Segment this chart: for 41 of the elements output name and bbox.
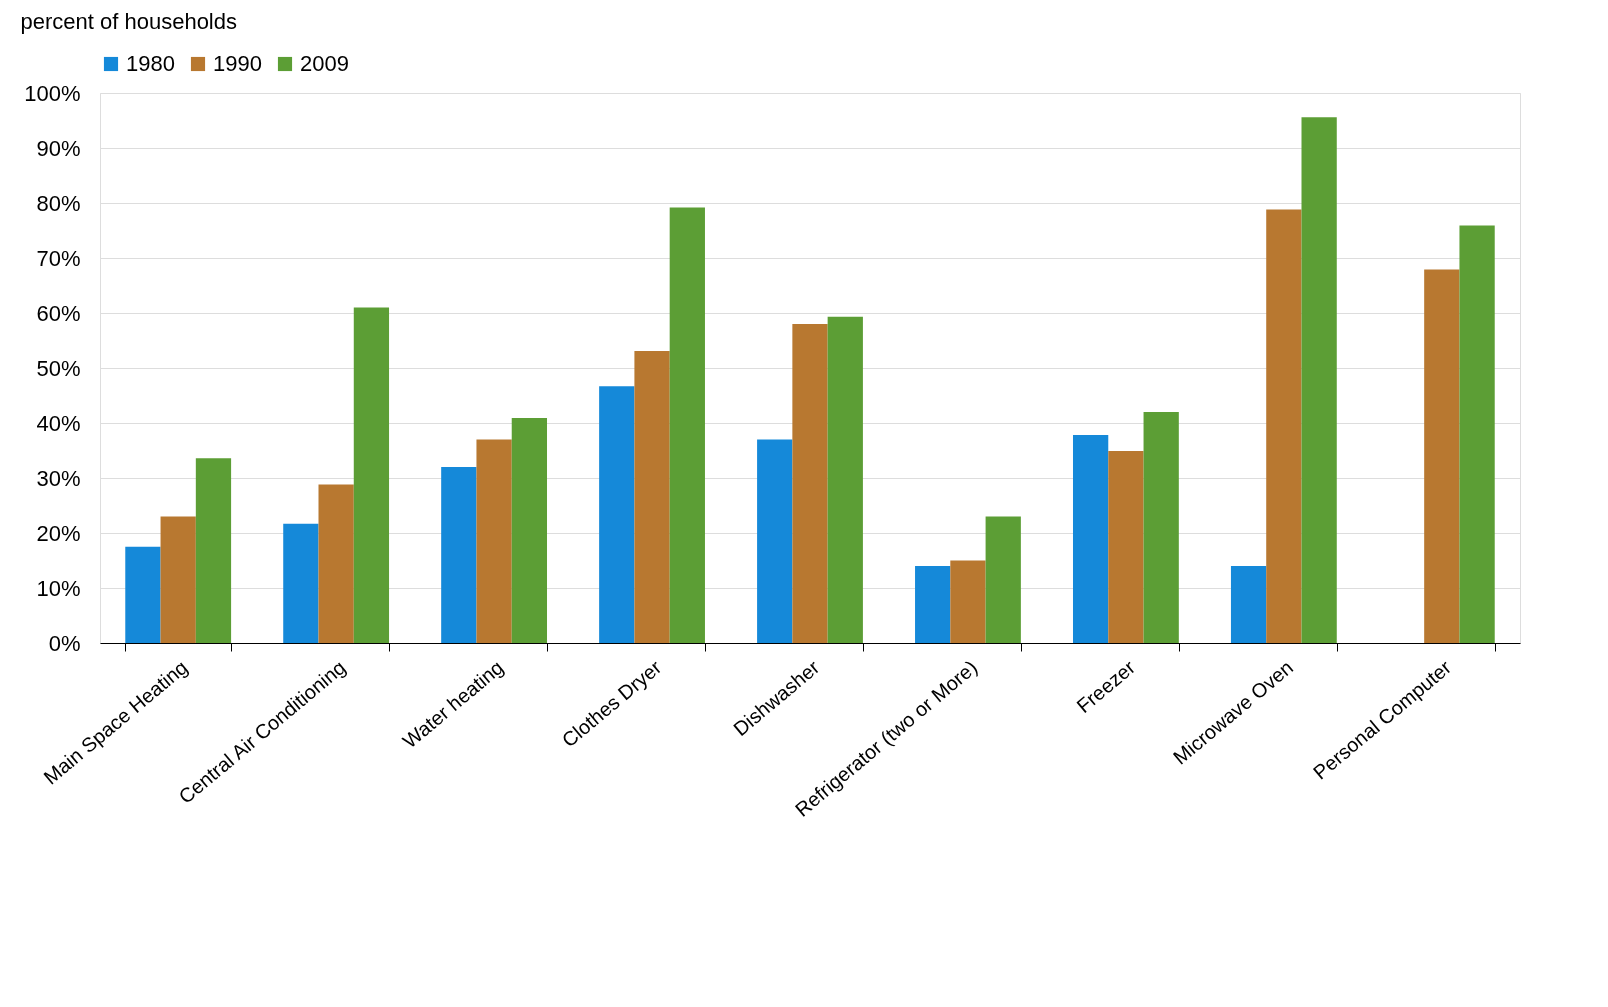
legend-label: 2009 xyxy=(300,51,349,76)
y-tick-label: 0% xyxy=(48,630,81,656)
bar xyxy=(827,316,863,643)
bar xyxy=(195,458,232,643)
bar xyxy=(511,418,548,643)
y-tick-label: 100% xyxy=(24,80,81,106)
legend-label: 1990 xyxy=(213,51,262,76)
bar xyxy=(441,467,477,643)
bar xyxy=(1266,209,1302,643)
bar xyxy=(318,484,354,643)
bar xyxy=(757,439,793,643)
bar xyxy=(160,516,196,643)
bar xyxy=(1301,117,1337,643)
bar xyxy=(792,324,828,643)
bar xyxy=(634,350,670,643)
y-tick-label: 70% xyxy=(36,245,81,271)
y-tick-label: 90% xyxy=(36,135,81,161)
bar xyxy=(1230,566,1267,643)
bar xyxy=(353,307,390,643)
y-tick-label: 40% xyxy=(36,410,81,436)
bar xyxy=(985,516,1021,643)
y-tick-label: 60% xyxy=(36,300,81,326)
bar xyxy=(125,546,161,643)
bar xyxy=(915,566,951,643)
bar xyxy=(283,523,319,643)
bar xyxy=(950,560,986,643)
y-axis-title: percent of households xyxy=(20,8,237,34)
bar xyxy=(1143,412,1179,643)
legend-label: 1980 xyxy=(126,51,175,76)
y-tick-label: 80% xyxy=(36,190,81,216)
bar xyxy=(1459,225,1495,643)
bar xyxy=(1072,435,1109,643)
y-tick-label: 50% xyxy=(36,355,81,381)
y-tick-label: 30% xyxy=(36,465,81,491)
y-tick-label: 20% xyxy=(36,520,81,546)
bar xyxy=(599,386,635,643)
y-tick-label: 10% xyxy=(36,575,81,601)
bar xyxy=(476,439,512,643)
bar xyxy=(669,207,705,643)
bar xyxy=(1424,269,1460,643)
bar xyxy=(1108,451,1144,643)
